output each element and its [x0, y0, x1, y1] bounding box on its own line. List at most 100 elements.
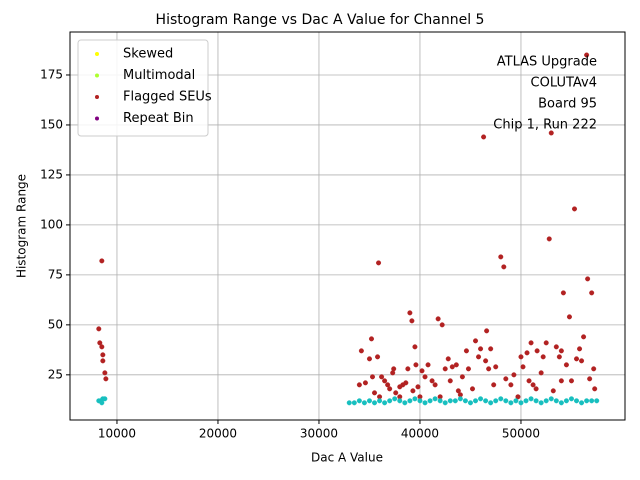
point — [452, 398, 458, 404]
point — [553, 398, 559, 404]
x-tick-label: 50000 — [502, 427, 540, 441]
point — [351, 400, 357, 406]
point — [422, 400, 428, 406]
point — [463, 348, 469, 354]
point — [387, 386, 393, 392]
point — [422, 374, 428, 380]
point — [574, 398, 580, 404]
point — [520, 364, 526, 370]
point — [415, 384, 421, 390]
point — [530, 382, 536, 388]
point — [550, 388, 556, 394]
point — [518, 400, 524, 406]
point — [543, 398, 549, 404]
point — [584, 52, 590, 58]
point — [417, 398, 423, 404]
point — [594, 398, 600, 404]
point — [548, 396, 554, 402]
point — [511, 372, 517, 378]
point — [427, 398, 433, 404]
point — [425, 362, 431, 368]
point — [533, 386, 539, 392]
point — [548, 130, 554, 136]
point — [518, 354, 524, 360]
point — [455, 388, 461, 394]
point — [369, 374, 375, 380]
y-tick-label: 150 — [40, 117, 63, 131]
y-axis-label: Histogram Range — [15, 174, 29, 278]
point — [410, 388, 416, 394]
point — [413, 362, 419, 368]
point — [528, 340, 534, 346]
annotation: Chip 1, Run 222 — [493, 118, 597, 133]
point — [585, 276, 591, 282]
point — [432, 382, 438, 388]
point — [558, 400, 564, 406]
point — [574, 356, 580, 362]
legend-marker — [95, 52, 99, 56]
point — [558, 348, 564, 354]
point — [508, 382, 514, 388]
point — [366, 356, 372, 362]
point — [488, 346, 494, 352]
point — [100, 358, 106, 364]
point — [523, 398, 529, 404]
point — [402, 400, 408, 406]
point — [375, 354, 381, 360]
point — [392, 396, 398, 402]
point — [457, 396, 463, 402]
point — [587, 376, 593, 382]
point — [534, 348, 540, 354]
point — [385, 382, 391, 388]
point — [568, 378, 574, 384]
x-tick-label: 30000 — [300, 427, 338, 441]
point — [591, 366, 597, 372]
point — [589, 398, 595, 404]
point — [382, 378, 388, 384]
point — [387, 398, 393, 404]
point — [543, 340, 549, 346]
point — [462, 398, 468, 404]
point — [379, 374, 385, 380]
point — [563, 362, 569, 368]
point — [538, 370, 544, 376]
legend-label: Repeat Bin — [123, 111, 194, 126]
legend-label: Skewed — [123, 47, 173, 62]
point — [481, 134, 487, 140]
x-tick-label: 40000 — [401, 427, 439, 441]
point — [581, 334, 587, 340]
point — [100, 352, 106, 358]
point — [556, 354, 562, 360]
point — [407, 398, 413, 404]
point — [99, 344, 105, 350]
point — [508, 400, 514, 406]
point — [442, 366, 448, 372]
point — [453, 362, 459, 368]
point — [478, 396, 484, 402]
point — [362, 380, 368, 386]
point — [486, 366, 492, 372]
point — [473, 398, 479, 404]
point — [540, 354, 546, 360]
point — [579, 400, 585, 406]
point — [372, 400, 378, 406]
point — [546, 236, 552, 242]
point — [524, 350, 530, 356]
point — [484, 328, 490, 334]
annotation: COLUTAv4 — [531, 76, 597, 91]
x-tick-label: 10000 — [98, 427, 136, 441]
point — [513, 398, 519, 404]
point — [403, 380, 409, 386]
point — [465, 366, 471, 372]
legend-marker — [95, 95, 99, 99]
point — [493, 364, 499, 370]
point — [560, 290, 566, 296]
point — [571, 206, 577, 212]
point — [356, 398, 362, 404]
point — [579, 358, 585, 364]
point — [432, 396, 438, 402]
y-tick-label: 25 — [48, 367, 63, 381]
point — [459, 374, 465, 380]
point — [356, 382, 362, 388]
point — [476, 354, 482, 360]
